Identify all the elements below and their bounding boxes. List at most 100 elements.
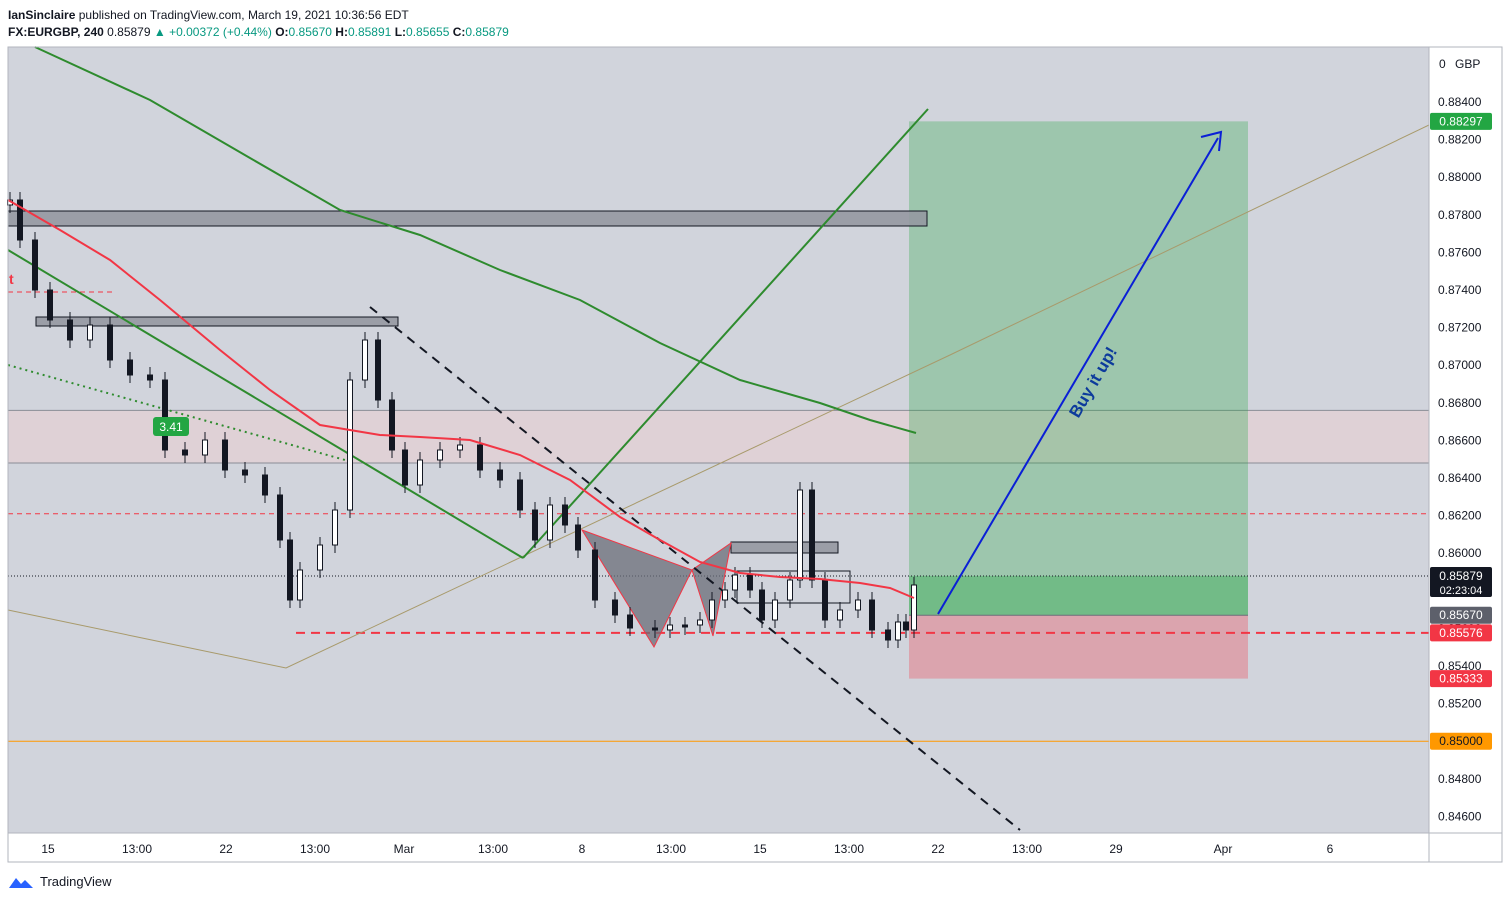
candle[interactable] bbox=[869, 592, 875, 638]
y-tick-label: 0.87200 bbox=[1438, 321, 1482, 335]
candle[interactable] bbox=[517, 472, 523, 518]
currency-label[interactable]: GBP bbox=[1455, 57, 1480, 71]
candle[interactable] bbox=[612, 592, 618, 623]
candle-body bbox=[547, 504, 553, 541]
candle[interactable] bbox=[47, 282, 53, 328]
candle[interactable] bbox=[457, 437, 463, 458]
candle-body bbox=[903, 621, 909, 631]
position-loss-zone[interactable] bbox=[909, 615, 1248, 679]
candle[interactable] bbox=[497, 462, 503, 488]
candle-body bbox=[222, 439, 228, 471]
candle[interactable] bbox=[375, 332, 381, 408]
y-tick-label: 0.86600 bbox=[1438, 433, 1482, 447]
candle[interactable] bbox=[332, 502, 338, 553]
candle[interactable] bbox=[389, 392, 395, 458]
resistance-zone[interactable] bbox=[8, 410, 1429, 463]
candle[interactable] bbox=[182, 442, 188, 463]
candle[interactable] bbox=[402, 442, 408, 493]
buy-arrow-line[interactable] bbox=[937, 137, 1219, 615]
candle[interactable] bbox=[67, 312, 73, 348]
position-profit-zone[interactable] bbox=[909, 121, 1248, 616]
price-label-level[interactable] bbox=[1430, 624, 1492, 642]
candle-body bbox=[437, 449, 443, 461]
candle[interactable] bbox=[697, 612, 703, 633]
edge-marker-text: t bbox=[9, 271, 14, 287]
candle[interactable] bbox=[262, 467, 268, 503]
candle[interactable] bbox=[667, 617, 673, 638]
candle[interactable] bbox=[287, 532, 293, 608]
supply-box-upper[interactable] bbox=[7, 210, 928, 227]
candle[interactable] bbox=[682, 617, 688, 635]
y-tick-label: 0.87000 bbox=[1438, 358, 1482, 372]
candle[interactable] bbox=[885, 622, 891, 648]
candle[interactable] bbox=[362, 332, 368, 388]
candle[interactable] bbox=[895, 614, 901, 648]
candle[interactable] bbox=[32, 232, 38, 298]
y-tick-label: 0.84800 bbox=[1438, 772, 1482, 786]
candle[interactable] bbox=[709, 592, 715, 628]
ratio-badge[interactable] bbox=[153, 417, 189, 436]
candle[interactable] bbox=[107, 317, 113, 368]
candle[interactable] bbox=[317, 537, 323, 578]
candle[interactable] bbox=[222, 432, 228, 478]
candle[interactable] bbox=[722, 582, 728, 608]
candle[interactable] bbox=[797, 482, 803, 588]
candle[interactable] bbox=[837, 602, 843, 628]
candle[interactable] bbox=[532, 502, 538, 548]
ema-fast-line[interactable] bbox=[7, 199, 915, 599]
harmonic-pattern-left[interactable] bbox=[580, 529, 693, 649]
chart-header: IanSinclaire published on TradingView.co… bbox=[8, 7, 509, 41]
green-dotted-trend[interactable] bbox=[7, 364, 346, 461]
candle[interactable] bbox=[855, 592, 861, 618]
price-label-entry[interactable] bbox=[1430, 606, 1492, 624]
price-label-stop[interactable] bbox=[1430, 670, 1492, 688]
green-trend-up[interactable] bbox=[522, 108, 929, 559]
candle[interactable] bbox=[277, 487, 283, 548]
candle[interactable] bbox=[242, 462, 248, 483]
price-label-stop-text: 0.85333 bbox=[1439, 672, 1483, 686]
candle[interactable] bbox=[809, 482, 815, 588]
symbol-label[interactable]: FX:EURGBP, 240 bbox=[8, 25, 104, 39]
x-tick-label: 13:00 bbox=[300, 842, 330, 856]
candle-body bbox=[682, 624, 688, 628]
author-name[interactable]: IanSinclaire bbox=[8, 8, 76, 22]
ema-slow-line[interactable] bbox=[34, 46, 917, 434]
candle[interactable] bbox=[127, 352, 133, 383]
candle[interactable] bbox=[911, 577, 917, 638]
price-label-target[interactable] bbox=[1430, 112, 1492, 130]
candle[interactable] bbox=[759, 582, 765, 628]
candle[interactable] bbox=[652, 620, 658, 638]
price-label-support[interactable] bbox=[1430, 732, 1492, 750]
candle-body bbox=[667, 624, 673, 631]
candle-body bbox=[772, 599, 778, 621]
supply-box-small[interactable] bbox=[730, 541, 839, 554]
candle[interactable] bbox=[575, 517, 581, 558]
candle[interactable] bbox=[903, 614, 909, 638]
price-label-last[interactable] bbox=[1430, 566, 1492, 597]
candle[interactable] bbox=[87, 317, 93, 348]
candle[interactable] bbox=[202, 432, 208, 463]
black-dashed-downtrend[interactable] bbox=[369, 306, 1021, 831]
candle[interactable] bbox=[547, 497, 553, 548]
candle[interactable] bbox=[627, 607, 633, 636]
candle[interactable] bbox=[297, 562, 303, 608]
candle[interactable] bbox=[162, 372, 168, 458]
candle[interactable] bbox=[347, 372, 353, 518]
x-tick-label: Mar bbox=[394, 842, 415, 856]
candle[interactable] bbox=[437, 442, 443, 468]
green-trend-down[interactable] bbox=[7, 249, 524, 559]
candle[interactable] bbox=[592, 542, 598, 608]
candle[interactable] bbox=[562, 497, 568, 533]
candle[interactable] bbox=[772, 592, 778, 628]
tradingview-footer[interactable]: TradingView bbox=[8, 874, 112, 889]
close-label: C: bbox=[452, 25, 466, 39]
tan-trend-line[interactable] bbox=[7, 124, 1430, 669]
x-tick-label: 22 bbox=[931, 842, 945, 856]
candle-body bbox=[182, 449, 188, 456]
candle[interactable] bbox=[417, 452, 423, 493]
supply-box-mid[interactable] bbox=[35, 316, 399, 327]
candle[interactable] bbox=[147, 367, 153, 388]
open-label: O: bbox=[275, 25, 289, 39]
candle[interactable] bbox=[17, 192, 23, 248]
